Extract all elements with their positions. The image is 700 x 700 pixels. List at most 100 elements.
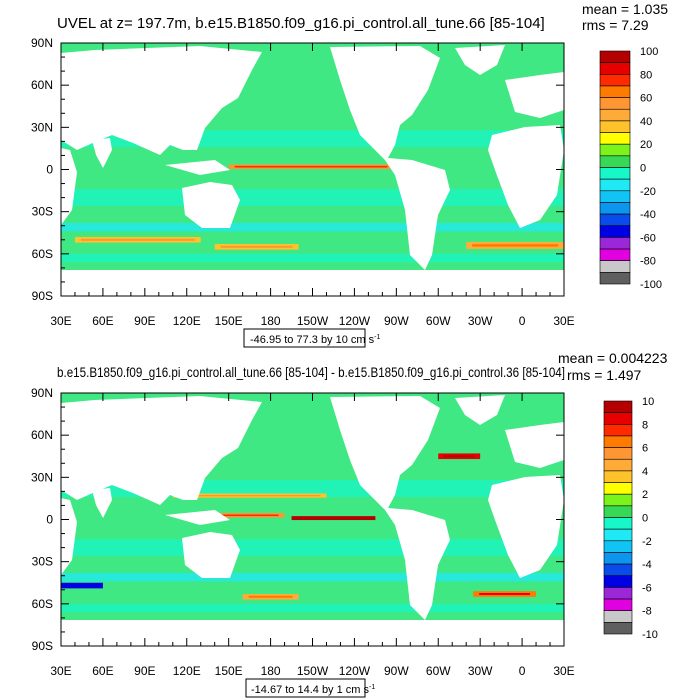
y-tick-label: 90N bbox=[31, 36, 53, 50]
colorbar-swatch bbox=[599, 190, 631, 203]
band-core-2 bbox=[220, 245, 293, 248]
colorbar-swatch bbox=[599, 167, 631, 180]
landmass-africa bbox=[61, 498, 77, 575]
colorbar-label: 40 bbox=[640, 116, 652, 128]
colorbar-swatch bbox=[599, 225, 631, 238]
x-tick-label: 90E bbox=[134, 664, 155, 678]
x-tick-label: 120E bbox=[173, 314, 201, 328]
zone-3 bbox=[61, 603, 564, 613]
colorbar-swatch bbox=[599, 120, 631, 133]
x-tick-label: 120E bbox=[173, 664, 201, 678]
colorbar-swatch bbox=[599, 74, 631, 87]
x-tick-label: 0 bbox=[519, 314, 526, 328]
colorbar-labels: 10 8 6 4 2 0 -2 -4 -6 -8 -10 bbox=[642, 396, 658, 641]
landmass-africa-east bbox=[488, 475, 564, 578]
colorbar-label: 2 bbox=[642, 489, 648, 501]
colorbar-label: 0 bbox=[642, 513, 648, 525]
colorbar-swatch bbox=[603, 517, 633, 530]
y-tick-label: 90N bbox=[31, 386, 53, 400]
band-core-6 bbox=[479, 593, 531, 595]
colorbar-label: -20 bbox=[640, 186, 656, 198]
zone-1 bbox=[61, 539, 564, 557]
colorbar-swatch bbox=[599, 85, 631, 98]
landmass-indonesia bbox=[165, 160, 230, 175]
colorbar-swatch bbox=[599, 237, 631, 250]
x-tick-label: 30W bbox=[468, 664, 493, 678]
landmass-india bbox=[92, 138, 112, 168]
x-tick-label: 30W bbox=[468, 314, 493, 328]
y-tick-label: 60S bbox=[32, 247, 53, 261]
band-core-2 bbox=[178, 494, 321, 497]
mean-value: mean = 0.004223 bbox=[558, 350, 668, 366]
landmass-africa-east bbox=[488, 125, 564, 228]
band-core-4 bbox=[67, 584, 97, 587]
band-core-5 bbox=[248, 595, 293, 598]
colorbar-swatch bbox=[603, 400, 633, 413]
colorbar-label: 4 bbox=[642, 466, 648, 478]
colorbar-label: -10 bbox=[642, 629, 658, 641]
colorbar-swatch bbox=[603, 435, 633, 448]
colorbar-label: -40 bbox=[640, 209, 656, 221]
band-core-3 bbox=[444, 455, 475, 458]
colorbar-label: 20 bbox=[640, 139, 652, 151]
colorbar-swatches bbox=[599, 50, 631, 285]
panel-difference: b.e15.B1850.f09_g16.pi_control.all_tune.… bbox=[31, 350, 668, 698]
landmass-africa bbox=[61, 148, 77, 225]
landmass-greenland bbox=[455, 395, 505, 425]
y-tick-label: 30S bbox=[32, 555, 53, 569]
colorbar-label: 0 bbox=[640, 163, 646, 175]
colorbar-swatch bbox=[603, 482, 633, 495]
landmass-india bbox=[92, 488, 112, 518]
colorbar-swatch bbox=[603, 493, 633, 507]
y-tick-label: 60N bbox=[31, 78, 53, 92]
colorbar-swatch bbox=[599, 62, 631, 75]
x-tick-label: 90W bbox=[384, 314, 409, 328]
mean-value: mean = 1.035 bbox=[582, 1, 668, 17]
colorbar-swatch bbox=[603, 423, 633, 437]
colorbar-label: -4 bbox=[642, 559, 652, 571]
landmass-australia bbox=[182, 182, 240, 228]
colorbar-swatch bbox=[599, 50, 631, 63]
colorbar-swatch bbox=[599, 132, 631, 145]
landmass-australia bbox=[182, 532, 240, 578]
colorbar-label: 8 bbox=[642, 419, 648, 431]
landmass-greenland bbox=[455, 45, 505, 75]
colorbar: 100 80 60 40 20 0 -20 -40 -60 -80 -100 bbox=[599, 46, 662, 291]
colorbar-swatch bbox=[599, 155, 631, 168]
x-tick-label: 180 bbox=[261, 664, 281, 678]
colorbar-label: -60 bbox=[640, 232, 656, 244]
x-tick-label: 30E bbox=[50, 664, 71, 678]
landmass-eurasia bbox=[61, 396, 262, 505]
current-bands bbox=[74, 164, 564, 250]
colorbar-label: 100 bbox=[640, 46, 658, 58]
y-tick-label: 0 bbox=[46, 163, 53, 177]
colorbar-swatch bbox=[603, 575, 633, 588]
contour-caption: -14.67 to 14.4 by 1 cm s-1 bbox=[245, 678, 375, 698]
colorbar-swatch bbox=[603, 505, 633, 518]
y-tick-label: 60S bbox=[32, 597, 53, 611]
x-tick-label: 120W bbox=[339, 664, 371, 678]
axes: 30E 60E 90E 120E 150E 180 150W 120W 90W 60W 30W 0 30… bbox=[31, 386, 575, 678]
panel-uvel: UVEL at z= 197.7m, b.e15.B1850.f09_g16.p… bbox=[31, 1, 668, 348]
y-tick-label: 30N bbox=[31, 470, 53, 484]
colorbar-label: -6 bbox=[642, 582, 652, 594]
colorbar-swatch bbox=[599, 97, 631, 110]
band-core-0 bbox=[297, 517, 370, 519]
colorbar-swatch bbox=[603, 470, 633, 483]
x-tick-label: 60W bbox=[426, 664, 451, 678]
landmass-americas bbox=[330, 46, 450, 270]
colorbar-swatch bbox=[603, 447, 633, 460]
x-tick-label: 150W bbox=[297, 314, 329, 328]
colorbar-swatch bbox=[599, 202, 631, 215]
colorbar-swatches bbox=[603, 400, 633, 635]
axes: 30E 60E 90E 120E 150E 180 150W 120W 90W 60W 30W 0 30… bbox=[31, 36, 575, 328]
colorbar-swatch bbox=[603, 528, 633, 542]
x-tick-label: 30E bbox=[553, 664, 574, 678]
x-tick-label: 150W bbox=[297, 664, 329, 678]
x-tick-label: 90W bbox=[384, 664, 409, 678]
colorbar-swatch bbox=[599, 108, 631, 122]
colorbar-swatch bbox=[599, 248, 631, 262]
x-tick-label: 60E bbox=[92, 314, 113, 328]
map-field bbox=[61, 43, 564, 296]
colorbar-swatch bbox=[599, 143, 631, 157]
